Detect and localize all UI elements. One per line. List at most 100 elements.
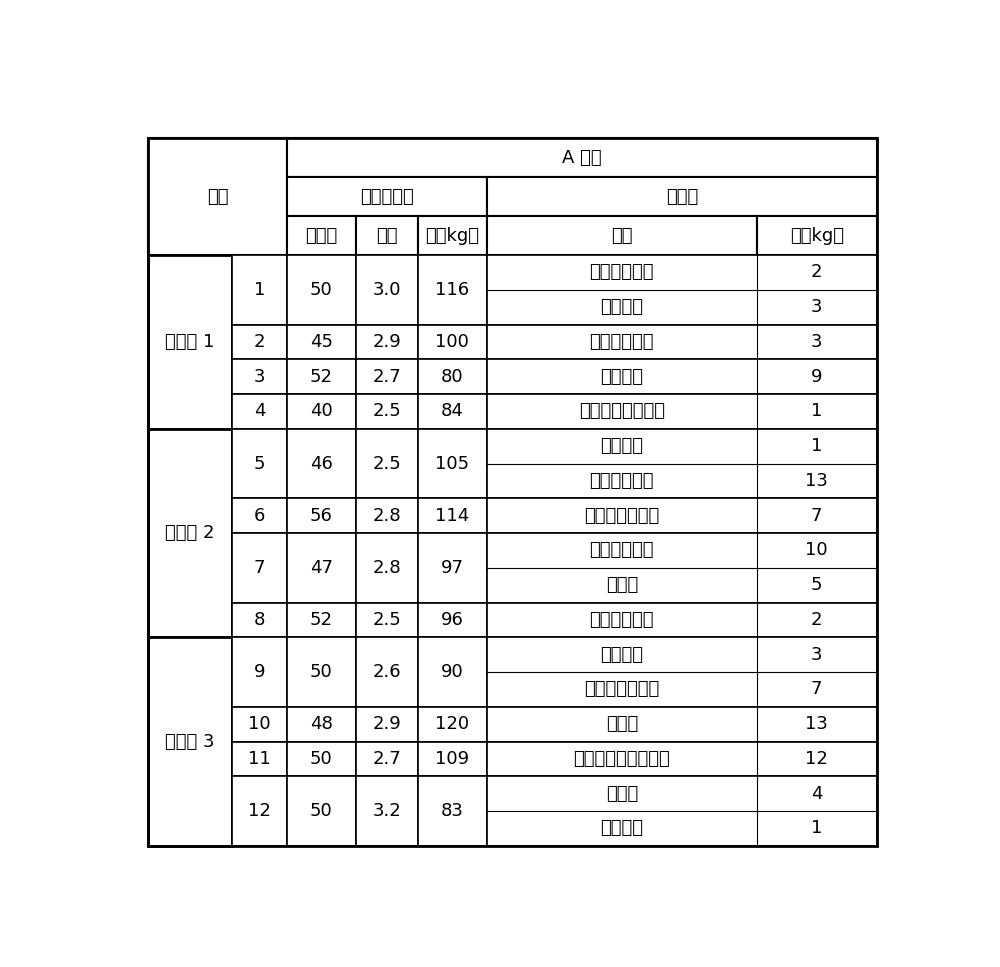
Text: 3: 3 <box>811 333 822 351</box>
Text: 116: 116 <box>435 280 469 299</box>
Bar <box>418 360 487 395</box>
Bar <box>287 177 487 217</box>
Bar <box>287 255 356 325</box>
Text: 7: 7 <box>811 681 822 698</box>
Text: 实施例 1: 实施例 1 <box>165 333 215 351</box>
Bar <box>356 217 418 255</box>
Bar <box>418 707 487 742</box>
Bar <box>287 360 356 395</box>
Bar <box>356 395 418 428</box>
Text: 96: 96 <box>441 611 464 629</box>
Bar <box>356 498 418 533</box>
Bar <box>232 602 287 637</box>
Text: 催化剂: 催化剂 <box>666 188 698 206</box>
Text: 114: 114 <box>435 507 470 525</box>
Bar <box>148 637 232 846</box>
Bar <box>418 742 487 777</box>
Text: 56: 56 <box>310 507 333 525</box>
Text: 二月桂酸二丁基锡: 二月桂酸二丁基锡 <box>579 402 665 421</box>
Text: 9: 9 <box>811 367 822 386</box>
Bar <box>356 360 418 395</box>
Bar <box>487 498 877 533</box>
Text: 6: 6 <box>254 507 265 525</box>
Text: 83: 83 <box>441 802 464 820</box>
Bar <box>418 217 487 255</box>
Text: 三亚乙基二胺: 三亚乙基二胺 <box>590 472 654 490</box>
Bar <box>487 177 877 217</box>
Bar <box>356 777 418 846</box>
Bar <box>487 395 877 428</box>
Text: 2.5: 2.5 <box>372 611 401 629</box>
Bar <box>232 428 287 498</box>
Bar <box>418 255 487 325</box>
Bar <box>232 360 287 395</box>
Text: 实施例 2: 实施例 2 <box>165 524 215 542</box>
Bar <box>356 602 418 637</box>
Text: 2.8: 2.8 <box>373 559 401 576</box>
Text: 1: 1 <box>811 819 822 837</box>
Text: 47: 47 <box>310 559 333 576</box>
Bar <box>287 395 356 428</box>
Text: 10: 10 <box>248 716 271 733</box>
Bar <box>287 138 877 177</box>
Bar <box>287 707 356 742</box>
Text: 2.8: 2.8 <box>373 507 401 525</box>
Text: 种类: 种类 <box>611 226 633 245</box>
Bar <box>287 325 356 360</box>
Bar <box>418 602 487 637</box>
Bar <box>487 325 877 360</box>
Bar <box>232 325 287 360</box>
Text: 40: 40 <box>310 402 333 421</box>
Bar <box>418 777 487 846</box>
Bar <box>356 325 418 360</box>
Text: 1: 1 <box>254 280 265 299</box>
Bar <box>287 428 356 498</box>
Bar <box>287 637 356 707</box>
Bar <box>148 255 232 428</box>
Text: 50: 50 <box>310 749 333 768</box>
Bar <box>148 428 232 637</box>
Bar <box>418 533 487 602</box>
Text: 109: 109 <box>435 749 469 768</box>
Text: 五甲基二亚乙基三胺: 五甲基二亚乙基三胺 <box>573 749 670 768</box>
Text: 97: 97 <box>441 559 464 576</box>
Text: 120: 120 <box>435 716 469 733</box>
Bar <box>287 498 356 533</box>
Bar <box>418 428 487 498</box>
Text: 2.5: 2.5 <box>372 454 401 473</box>
Bar <box>418 395 487 428</box>
Bar <box>487 637 877 707</box>
Text: 二乙酸二丁基锡: 二乙酸二丁基锡 <box>584 507 659 525</box>
Text: 50: 50 <box>310 663 333 681</box>
Text: 4: 4 <box>811 784 822 803</box>
Text: 二甲基璯己胺: 二甲基璯己胺 <box>590 333 654 351</box>
Text: 2: 2 <box>811 611 822 629</box>
Text: 2.9: 2.9 <box>372 716 401 733</box>
Text: 84: 84 <box>441 402 464 421</box>
Bar <box>418 637 487 707</box>
Bar <box>287 602 356 637</box>
Bar <box>356 742 418 777</box>
Bar <box>232 533 287 602</box>
Text: 编号: 编号 <box>207 188 228 206</box>
Text: 100: 100 <box>435 333 469 351</box>
Text: 油酸醙: 油酸醙 <box>606 716 638 733</box>
Text: 50: 50 <box>310 280 333 299</box>
Bar <box>356 428 418 498</box>
Text: 波美度: 波美度 <box>305 226 337 245</box>
Bar <box>757 217 877 255</box>
Text: 46: 46 <box>310 454 333 473</box>
Text: 异辛酸醙: 异辛酸醙 <box>600 646 643 663</box>
Bar <box>232 637 287 707</box>
Text: 二甲基璯己胺: 二甲基璯己胺 <box>590 263 654 281</box>
Bar <box>356 707 418 742</box>
Bar <box>487 428 877 498</box>
Text: 8: 8 <box>254 611 265 629</box>
Bar <box>356 533 418 602</box>
Bar <box>487 602 877 637</box>
Text: 2.9: 2.9 <box>372 333 401 351</box>
Bar <box>487 707 877 742</box>
Text: 油酸醙: 油酸醙 <box>606 576 638 594</box>
Bar <box>148 138 287 255</box>
Text: 1: 1 <box>811 437 822 455</box>
